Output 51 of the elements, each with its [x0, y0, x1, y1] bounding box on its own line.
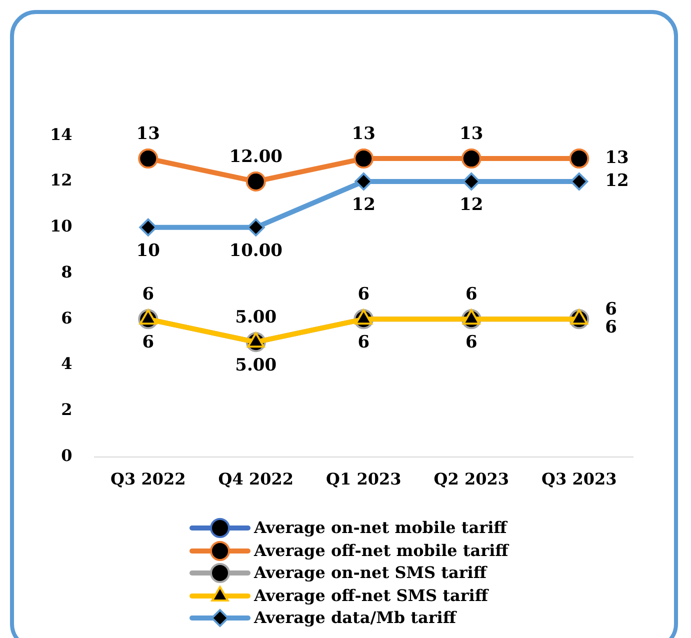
data-label: 13 — [460, 124, 484, 144]
data-label: 12 — [352, 194, 376, 215]
data-label: 12.00 — [229, 146, 283, 167]
y-tick-label: 4 — [61, 354, 72, 374]
point — [138, 148, 158, 169]
point — [354, 148, 374, 169]
y-tick-label: 14 — [50, 124, 72, 144]
y-tick-label: 12 — [50, 170, 72, 190]
data-label: 12 — [460, 194, 484, 215]
y-tick-label: 6 — [61, 308, 72, 328]
point — [569, 148, 590, 169]
data-label: 13 — [605, 148, 629, 168]
legend-label: Average off-net mobile tariff — [254, 540, 508, 562]
point — [461, 148, 482, 169]
point — [354, 309, 372, 325]
legend-label: Average on-net mobile tariff — [254, 517, 507, 539]
x-tick-label: Q3 2023 — [542, 470, 617, 489]
y-tick-label: 10 — [50, 216, 72, 236]
data-label: 6 — [605, 300, 617, 320]
legend-label: Average on-net SMS tariff — [254, 562, 486, 584]
x-tick-label: Q1 2023 — [326, 470, 402, 489]
point — [139, 309, 157, 325]
legend-label: Average off-net SMS tariff — [254, 584, 488, 606]
point — [246, 171, 266, 192]
x-tick-label: Q2 2023 — [434, 470, 509, 489]
x-tick-label: Q3 2022 — [110, 470, 186, 489]
data-label: 5.00 — [235, 356, 277, 376]
data-label: 13 — [136, 124, 160, 144]
data-label: 6 — [142, 332, 154, 353]
legend-label: Average data/Mb tariff — [254, 607, 456, 629]
data-label: 6 — [465, 332, 478, 353]
data-label: 6 — [358, 284, 370, 305]
data-label: 6 — [465, 284, 478, 305]
data-label: 12 — [605, 170, 629, 191]
data-label: 6 — [358, 332, 370, 353]
point — [462, 309, 480, 325]
data-label: 10.00 — [229, 240, 283, 261]
point — [570, 172, 588, 190]
y-tick-label: 2 — [61, 400, 72, 420]
point — [570, 309, 588, 325]
point — [246, 218, 265, 236]
y-tick-label: 0 — [61, 446, 72, 465]
data-label: 10 — [136, 240, 160, 261]
point — [247, 332, 265, 348]
point — [139, 218, 158, 236]
data-label: 6 — [142, 284, 154, 305]
x-tick-label: Q4 2022 — [218, 470, 294, 489]
data-label: 6 — [605, 318, 617, 338]
data-label: 13 — [352, 124, 376, 144]
y-tick-label: 8 — [61, 262, 72, 282]
data-label: 5.00 — [235, 308, 277, 328]
